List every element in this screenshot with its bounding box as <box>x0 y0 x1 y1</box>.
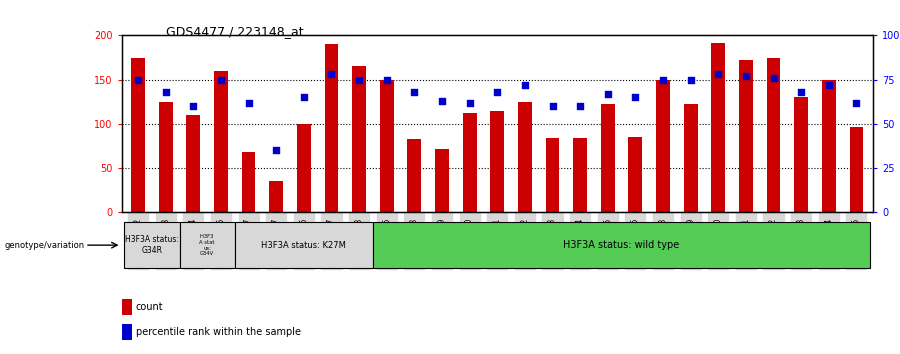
Bar <box>518 102 532 212</box>
Bar <box>601 104 615 212</box>
Point <box>739 73 753 79</box>
Point <box>380 77 394 82</box>
Point <box>214 77 229 82</box>
FancyBboxPatch shape <box>124 222 179 268</box>
Point <box>573 103 588 109</box>
Bar <box>573 138 587 212</box>
Point <box>794 89 808 95</box>
Bar <box>795 97 808 212</box>
Point <box>766 75 780 81</box>
Bar <box>297 124 310 212</box>
Point <box>463 100 477 105</box>
Bar <box>214 71 228 212</box>
Bar <box>628 137 643 212</box>
Bar <box>158 102 173 212</box>
Point <box>683 77 698 82</box>
Text: H3F3A status: wild type: H3F3A status: wild type <box>563 240 680 250</box>
FancyBboxPatch shape <box>235 222 373 268</box>
Bar <box>656 80 670 212</box>
Text: genotype/variation: genotype/variation <box>4 241 85 250</box>
Bar <box>739 60 752 212</box>
Bar <box>186 115 200 212</box>
Point <box>628 95 643 100</box>
Text: H3F3 
A stat
us:
G34V: H3F3 A stat us: G34V <box>200 234 215 256</box>
Text: percentile rank within the sample: percentile rank within the sample <box>136 327 301 337</box>
Bar <box>408 139 421 212</box>
Bar <box>545 138 560 212</box>
Bar <box>269 181 284 212</box>
Point <box>130 77 145 82</box>
Point <box>269 148 284 153</box>
Bar <box>325 44 338 212</box>
Bar <box>463 113 476 212</box>
Bar <box>380 80 393 212</box>
FancyBboxPatch shape <box>373 222 870 268</box>
Text: count: count <box>136 302 164 312</box>
Point <box>656 77 670 82</box>
Point <box>850 100 864 105</box>
Text: H3F3A status:
G34R: H3F3A status: G34R <box>125 235 179 255</box>
Bar <box>242 152 256 212</box>
Point <box>711 72 725 77</box>
Bar <box>711 44 725 212</box>
FancyBboxPatch shape <box>179 222 235 268</box>
Bar <box>850 127 863 212</box>
Bar <box>491 110 504 212</box>
Point <box>518 82 532 88</box>
Point <box>158 89 173 95</box>
Point <box>241 100 256 105</box>
Bar <box>822 80 836 212</box>
Bar <box>352 67 366 212</box>
Point <box>297 95 311 100</box>
Point <box>600 91 615 97</box>
Bar <box>767 57 780 212</box>
Point <box>490 89 504 95</box>
Point <box>822 82 836 88</box>
Text: H3F3A status: K27M: H3F3A status: K27M <box>261 241 346 250</box>
Point <box>545 103 560 109</box>
Text: GDS4477 / 223148_at: GDS4477 / 223148_at <box>166 25 304 38</box>
Bar <box>131 57 145 212</box>
Point <box>186 103 201 109</box>
Bar <box>435 149 449 212</box>
Bar <box>684 104 698 212</box>
Point <box>435 98 449 104</box>
Point <box>324 72 338 77</box>
Point <box>352 77 366 82</box>
Point <box>407 89 421 95</box>
